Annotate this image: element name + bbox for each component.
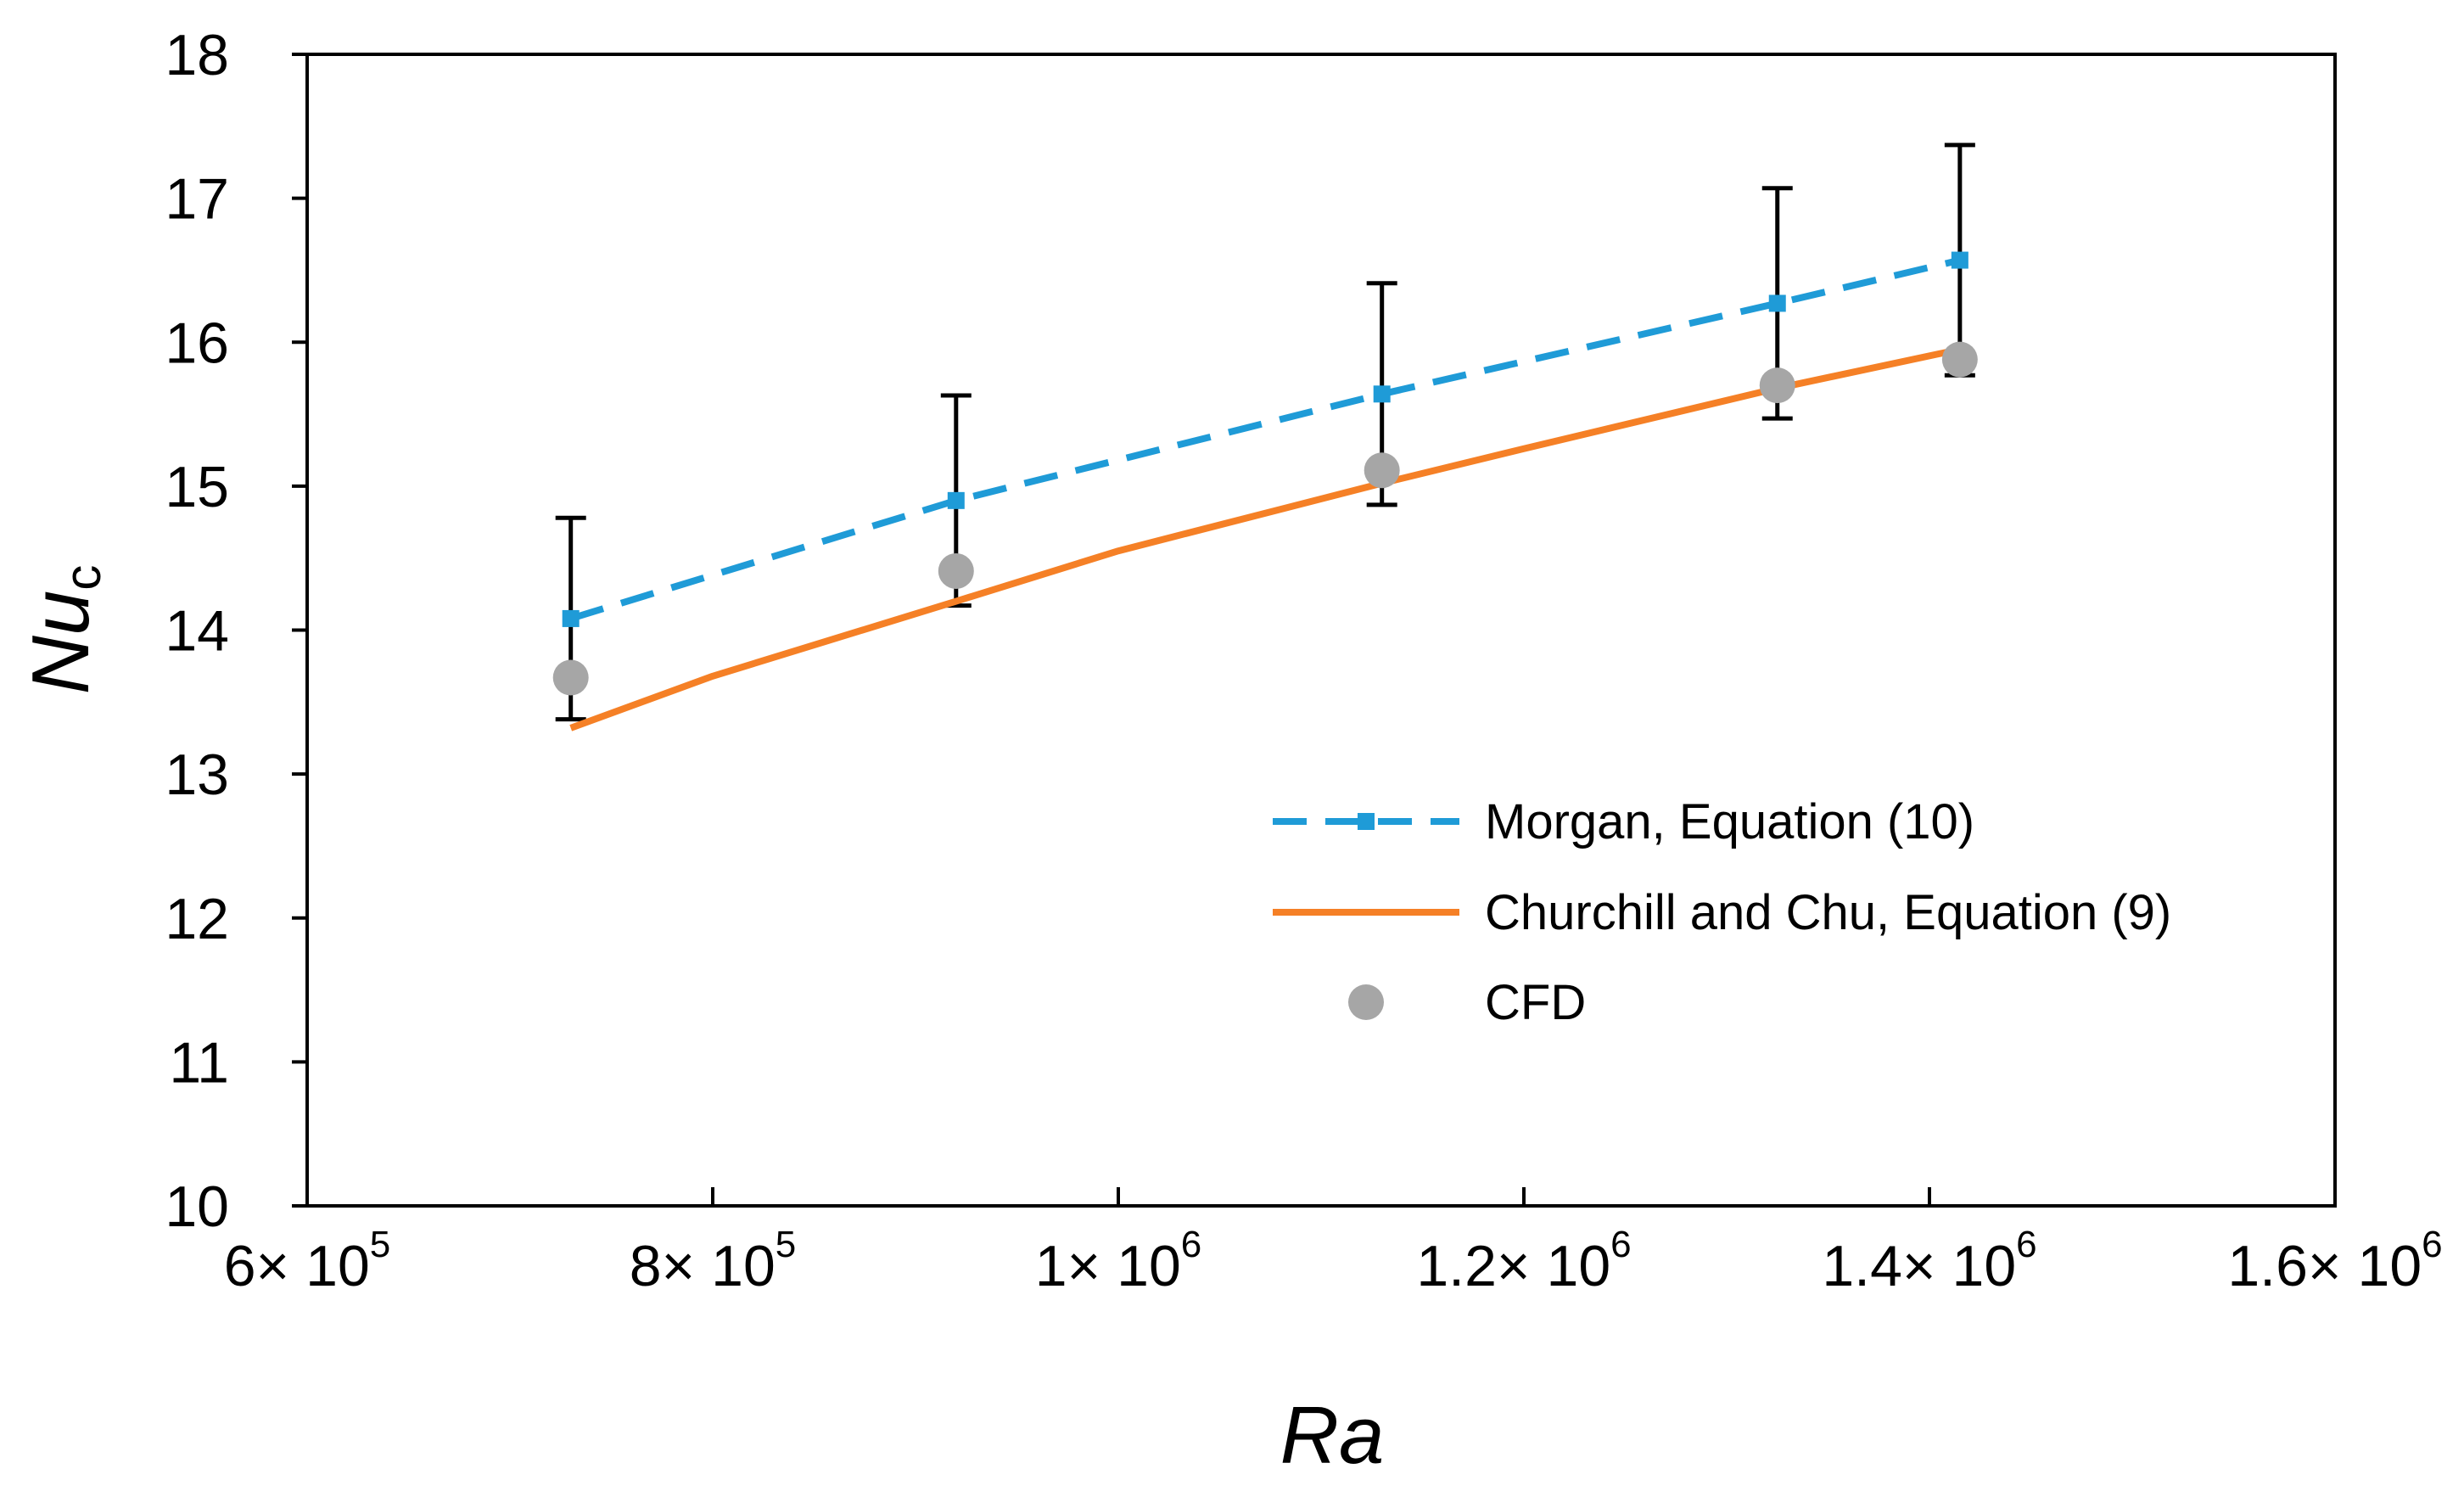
y-tick-label: 10 (165, 1174, 229, 1239)
series-line-morgan (569, 256, 1961, 622)
legend-label-morgan: Morgan, Equation (10) (1485, 794, 1974, 849)
x-tick-label: 1.6× 106 (2227, 1224, 2442, 1298)
y-axis-title-main: Nu (15, 591, 106, 695)
y-tick-label: 15 (165, 455, 229, 519)
y-tick-label: 11 (169, 1030, 229, 1095)
x-tick-label-exponent: 6 (1181, 1224, 1201, 1265)
x-tick-label: 1.2× 106 (1416, 1224, 1631, 1298)
y-tick-label: 18 (165, 23, 229, 87)
morgan-marker (947, 491, 965, 509)
x-tick-label: 6× 105 (224, 1224, 391, 1298)
x-tick-label: 1× 106 (1035, 1224, 1202, 1298)
cfd-point (1941, 341, 1978, 378)
x-tick-labels: 6× 105 8× 105 1× 106 1.2× 106 1.4× 106 1.6× 1… (224, 1224, 2443, 1298)
morgan-marker (1768, 294, 1786, 312)
x-tick-label-mantissa: 8× (630, 1234, 711, 1298)
x-tick-label-base: 10 (1547, 1234, 1611, 1298)
legend: Morgan, Equation (10) Churchill and Chu, … (1273, 794, 2171, 1030)
series-layer (569, 256, 1961, 731)
x-tick-label-exponent: 6 (2422, 1224, 2442, 1265)
y-tick-label: 16 (165, 311, 229, 375)
legend-item-cfd: CFD (1348, 975, 1586, 1030)
y-tick-label: 13 (165, 743, 229, 807)
plot-frame (305, 53, 2337, 1208)
x-tick-label-mantissa: 1× (1035, 1234, 1117, 1298)
morgan-marker (1373, 385, 1391, 403)
legend-item-morgan: Morgan, Equation (10) (1273, 794, 1974, 849)
x-tick-label: 8× 105 (630, 1224, 797, 1298)
x-tick-label-exponent: 5 (370, 1224, 390, 1265)
y-axis-title-subscript: c (54, 565, 111, 591)
legend-label-churchill-chu: Churchill and Chu, Equation (9) (1485, 885, 2171, 940)
points-layer (552, 251, 1978, 696)
x-tick-label-base: 10 (711, 1234, 776, 1298)
x-tick-label-mantissa: 1.6× (2227, 1234, 2357, 1298)
y-tick-label: 17 (165, 167, 229, 232)
y-tick-labels: 10 11 12 13 14 15 16 17 18 (165, 23, 229, 1239)
series-line-churchill-chu (569, 345, 1961, 731)
legend-item-churchill-chu: Churchill and Chu, Equation (9) (1273, 885, 2171, 940)
x-axis-ticks (711, 1187, 1931, 1206)
x-tick-label-exponent: 6 (2016, 1224, 2036, 1265)
x-tick-label-base: 10 (1952, 1234, 2017, 1298)
x-tick-label-base: 10 (305, 1234, 370, 1298)
morgan-marker (562, 609, 580, 627)
legend-label-cfd: CFD (1485, 975, 1586, 1030)
cfd-point (938, 552, 974, 589)
x-tick-label-exponent: 6 (1610, 1224, 1631, 1265)
x-axis-title: Ra (1280, 1390, 1385, 1481)
legend-marker-morgan (1358, 813, 1375, 830)
cfd-point (1759, 367, 1795, 404)
x-tick-label: 1.4× 106 (1822, 1224, 2036, 1298)
x-tick-label-base: 10 (1117, 1234, 1181, 1298)
x-tick-label-mantissa: 6× (224, 1234, 305, 1298)
y-tick-label: 12 (165, 887, 229, 951)
cfd-point (552, 659, 589, 696)
cfd-point (1364, 452, 1400, 489)
x-tick-label-exponent: 5 (776, 1224, 796, 1265)
morgan-marker (1951, 251, 1968, 269)
x-tick-label-mantissa: 1.2× (1416, 1234, 1546, 1298)
x-tick-label-mantissa: 1.4× (1822, 1234, 1952, 1298)
y-axis-ticks (292, 53, 307, 1208)
y-axis-title: Nuc (15, 565, 111, 695)
y-tick-label: 14 (165, 599, 229, 664)
legend-marker-cfd (1348, 984, 1384, 1020)
x-tick-label-base: 10 (2358, 1234, 2422, 1298)
error-bars (555, 143, 1975, 722)
